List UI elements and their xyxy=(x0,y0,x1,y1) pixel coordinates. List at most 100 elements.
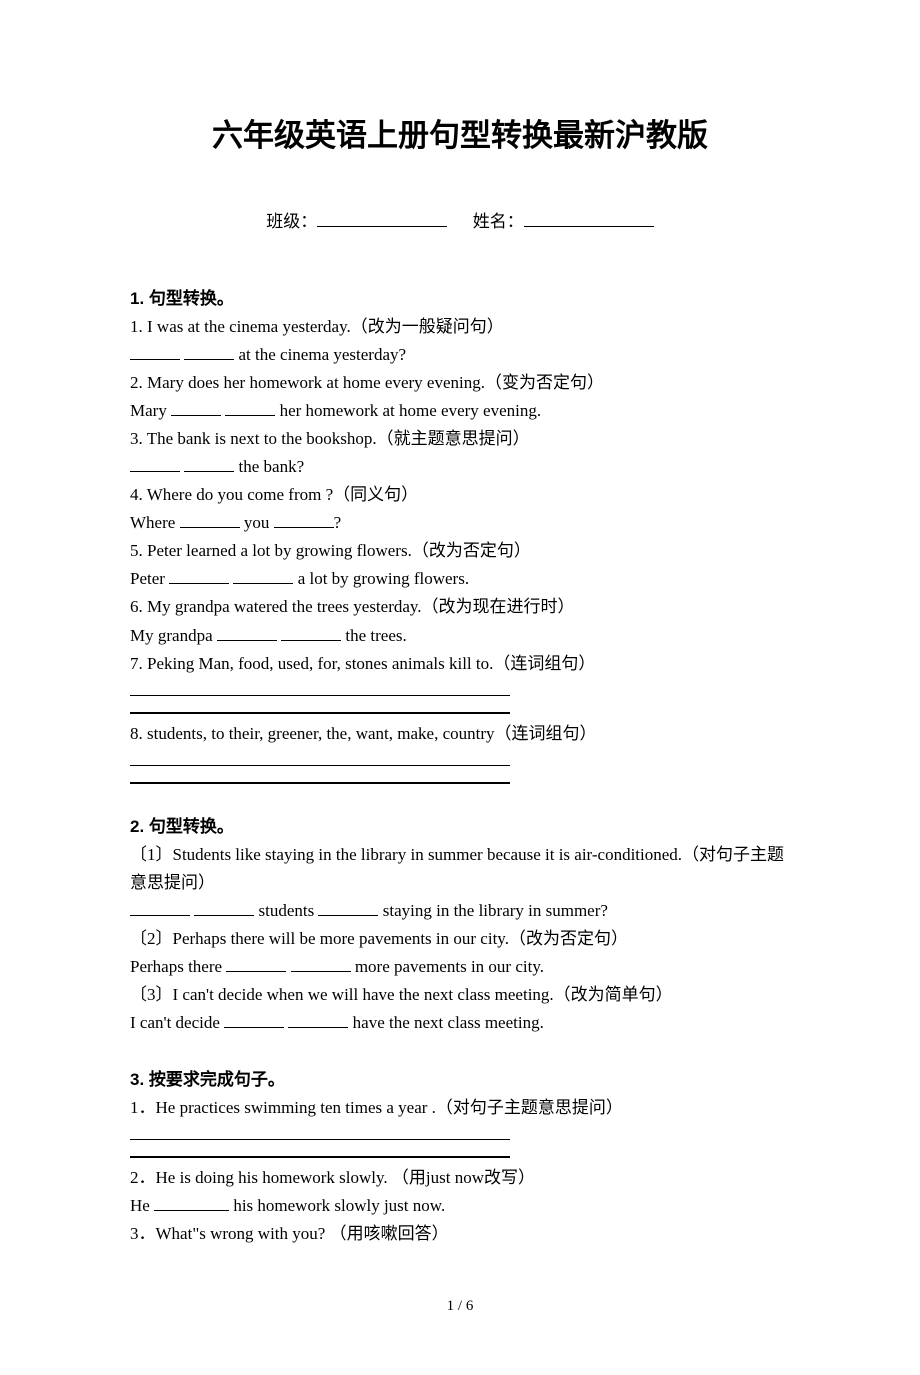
text: 2. Mary does her homework at home every … xyxy=(130,373,485,392)
q1-1: 1. I was at the cinema yesterday.（改为一般疑问… xyxy=(130,313,790,341)
text: I can't decide xyxy=(130,1013,224,1032)
blank xyxy=(226,955,286,972)
text: the bank? xyxy=(234,457,304,476)
name-blank xyxy=(524,210,654,227)
text: you xyxy=(240,513,274,532)
text: a lot by growing flowers. xyxy=(293,569,469,588)
blank xyxy=(233,567,293,584)
q1-6-ans: My grandpa the trees. xyxy=(130,622,790,650)
blank xyxy=(130,343,180,360)
class-label: 班级： xyxy=(266,212,317,231)
q1-4-ans: Where you ? xyxy=(130,509,790,537)
q2-1-ans: students staying in the library in summe… xyxy=(130,897,790,925)
q3-2: 2．He is doing his homework slowly. （用jus… xyxy=(130,1164,790,1192)
text: Perhaps there xyxy=(130,957,226,976)
text: the trees. xyxy=(341,626,407,645)
section-2-head: 2. 句型转换。 xyxy=(130,812,790,837)
blank xyxy=(169,567,229,584)
text: 1. I was at the cinema yesterday. xyxy=(130,317,351,336)
blank xyxy=(288,1011,348,1028)
meta-row: 班级： 姓名： xyxy=(130,207,790,232)
section-3-head: 3. 按要求完成句子。 xyxy=(130,1065,790,1090)
q1-6: 6. My grandpa watered the trees yesterda… xyxy=(130,593,790,621)
q1-7: 7. Peking Man, food, used, for, stones a… xyxy=(130,650,790,678)
blank xyxy=(180,511,240,528)
q3-3: 3．What"s wrong with you? （用咳嗽回答） xyxy=(130,1220,790,1248)
q3-2-ans: He his homework slowly just now. xyxy=(130,1192,790,1220)
text: My grandpa xyxy=(130,626,217,645)
blank xyxy=(184,343,234,360)
answer-line xyxy=(130,1146,510,1158)
document-title: 六年级英语上册句型转换最新沪教版 xyxy=(130,110,790,155)
blank xyxy=(224,1011,284,1028)
text-cn: （变为否定句） xyxy=(485,373,604,392)
text: 4. Where do you come from ? xyxy=(130,485,333,504)
q2-2-ans: Perhaps there more pavements in our city… xyxy=(130,953,790,981)
q2-3: 〔3〕I can't decide when we will have the … xyxy=(130,981,790,1009)
text: 〔1〕Students like staying in the library … xyxy=(130,845,682,864)
q1-1-ans: at the cinema yesterday? xyxy=(130,341,790,369)
text-cn: （连词组句） xyxy=(493,654,595,673)
text: more pavements in our city. xyxy=(351,957,544,976)
q2-2: 〔2〕Perhaps there will be more pavements … xyxy=(130,925,790,953)
answer-line xyxy=(130,702,510,714)
text-cn: （改为否定句） xyxy=(509,929,628,948)
text-cn: （连词组句） xyxy=(495,724,597,743)
text-cn: （改为否定句） xyxy=(412,541,531,560)
text: 2．He is doing his homework slowly. xyxy=(130,1168,392,1187)
text: 〔2〕Perhaps there will be more pavements … xyxy=(130,929,509,948)
q1-2: 2. Mary does her homework at home every … xyxy=(130,369,790,397)
text: at the cinema yesterday? xyxy=(234,345,406,364)
answer-line xyxy=(130,684,510,696)
text: her homework at home every evening. xyxy=(275,401,541,420)
text: his homework slowly just now. xyxy=(229,1196,445,1215)
blank xyxy=(281,624,341,641)
text: 7. Peking Man, food, used, for, stones a… xyxy=(130,654,493,673)
text: 3．What"s wrong with you? xyxy=(130,1224,330,1243)
text: 8. students, to their, greener, the, wan… xyxy=(130,724,495,743)
q1-5-ans: Peter a lot by growing flowers. xyxy=(130,565,790,593)
text: 3. The bank is next to the bookshop. xyxy=(130,429,377,448)
blank xyxy=(225,399,275,416)
text-cn: （用just now改写） xyxy=(392,1168,535,1187)
q3-1: 1．He practices swimming ten times a year… xyxy=(130,1094,790,1122)
text: 6. My grandpa watered the trees yesterda… xyxy=(130,597,422,616)
text: students xyxy=(254,901,318,920)
section-1-head: 1. 句型转换。 xyxy=(130,284,790,309)
blank xyxy=(194,899,254,916)
answer-line xyxy=(130,772,510,784)
answer-line xyxy=(130,1128,510,1140)
blank xyxy=(154,1194,229,1211)
text: ? xyxy=(334,513,342,532)
q1-4: 4. Where do you come from ?（同义句） xyxy=(130,481,790,509)
text-cn: （改为现在进行时） xyxy=(422,597,575,616)
text-cn: （用咳嗽回答） xyxy=(330,1224,449,1243)
text: 1．He practices swimming ten times a year… xyxy=(130,1098,436,1117)
text-cn: （就主题意思提问） xyxy=(377,429,530,448)
text-cn: （对句子主题意思提问） xyxy=(436,1098,623,1117)
class-blank xyxy=(317,210,447,227)
q1-3-ans: the bank? xyxy=(130,453,790,481)
text-cn: （改为简单句） xyxy=(554,985,673,1004)
text: Where xyxy=(130,513,180,532)
q1-3: 3. The bank is next to the bookshop.（就主题… xyxy=(130,425,790,453)
q1-5: 5. Peter learned a lot by growing flower… xyxy=(130,537,790,565)
page-number: 1 / 6 xyxy=(130,1298,790,1315)
q1-8: 8. students, to their, greener, the, wan… xyxy=(130,720,790,748)
blank xyxy=(130,455,180,472)
q1-2-ans: Mary her homework at home every evening. xyxy=(130,397,790,425)
blank xyxy=(217,624,277,641)
text: staying in the library in summer? xyxy=(378,901,607,920)
blank xyxy=(291,955,351,972)
q2-3-ans: I can't decide have the next class meeti… xyxy=(130,1009,790,1037)
text: He xyxy=(130,1196,154,1215)
blank xyxy=(171,399,221,416)
blank xyxy=(318,899,378,916)
text-cn: （同义句） xyxy=(333,485,418,504)
text: Peter xyxy=(130,569,169,588)
text: have the next class meeting. xyxy=(348,1013,543,1032)
text: Mary xyxy=(130,401,171,420)
q2-1: 〔1〕Students like staying in the library … xyxy=(130,841,790,897)
text-cn: （改为一般疑问句） xyxy=(351,317,504,336)
text: 5. Peter learned a lot by growing flower… xyxy=(130,541,412,560)
